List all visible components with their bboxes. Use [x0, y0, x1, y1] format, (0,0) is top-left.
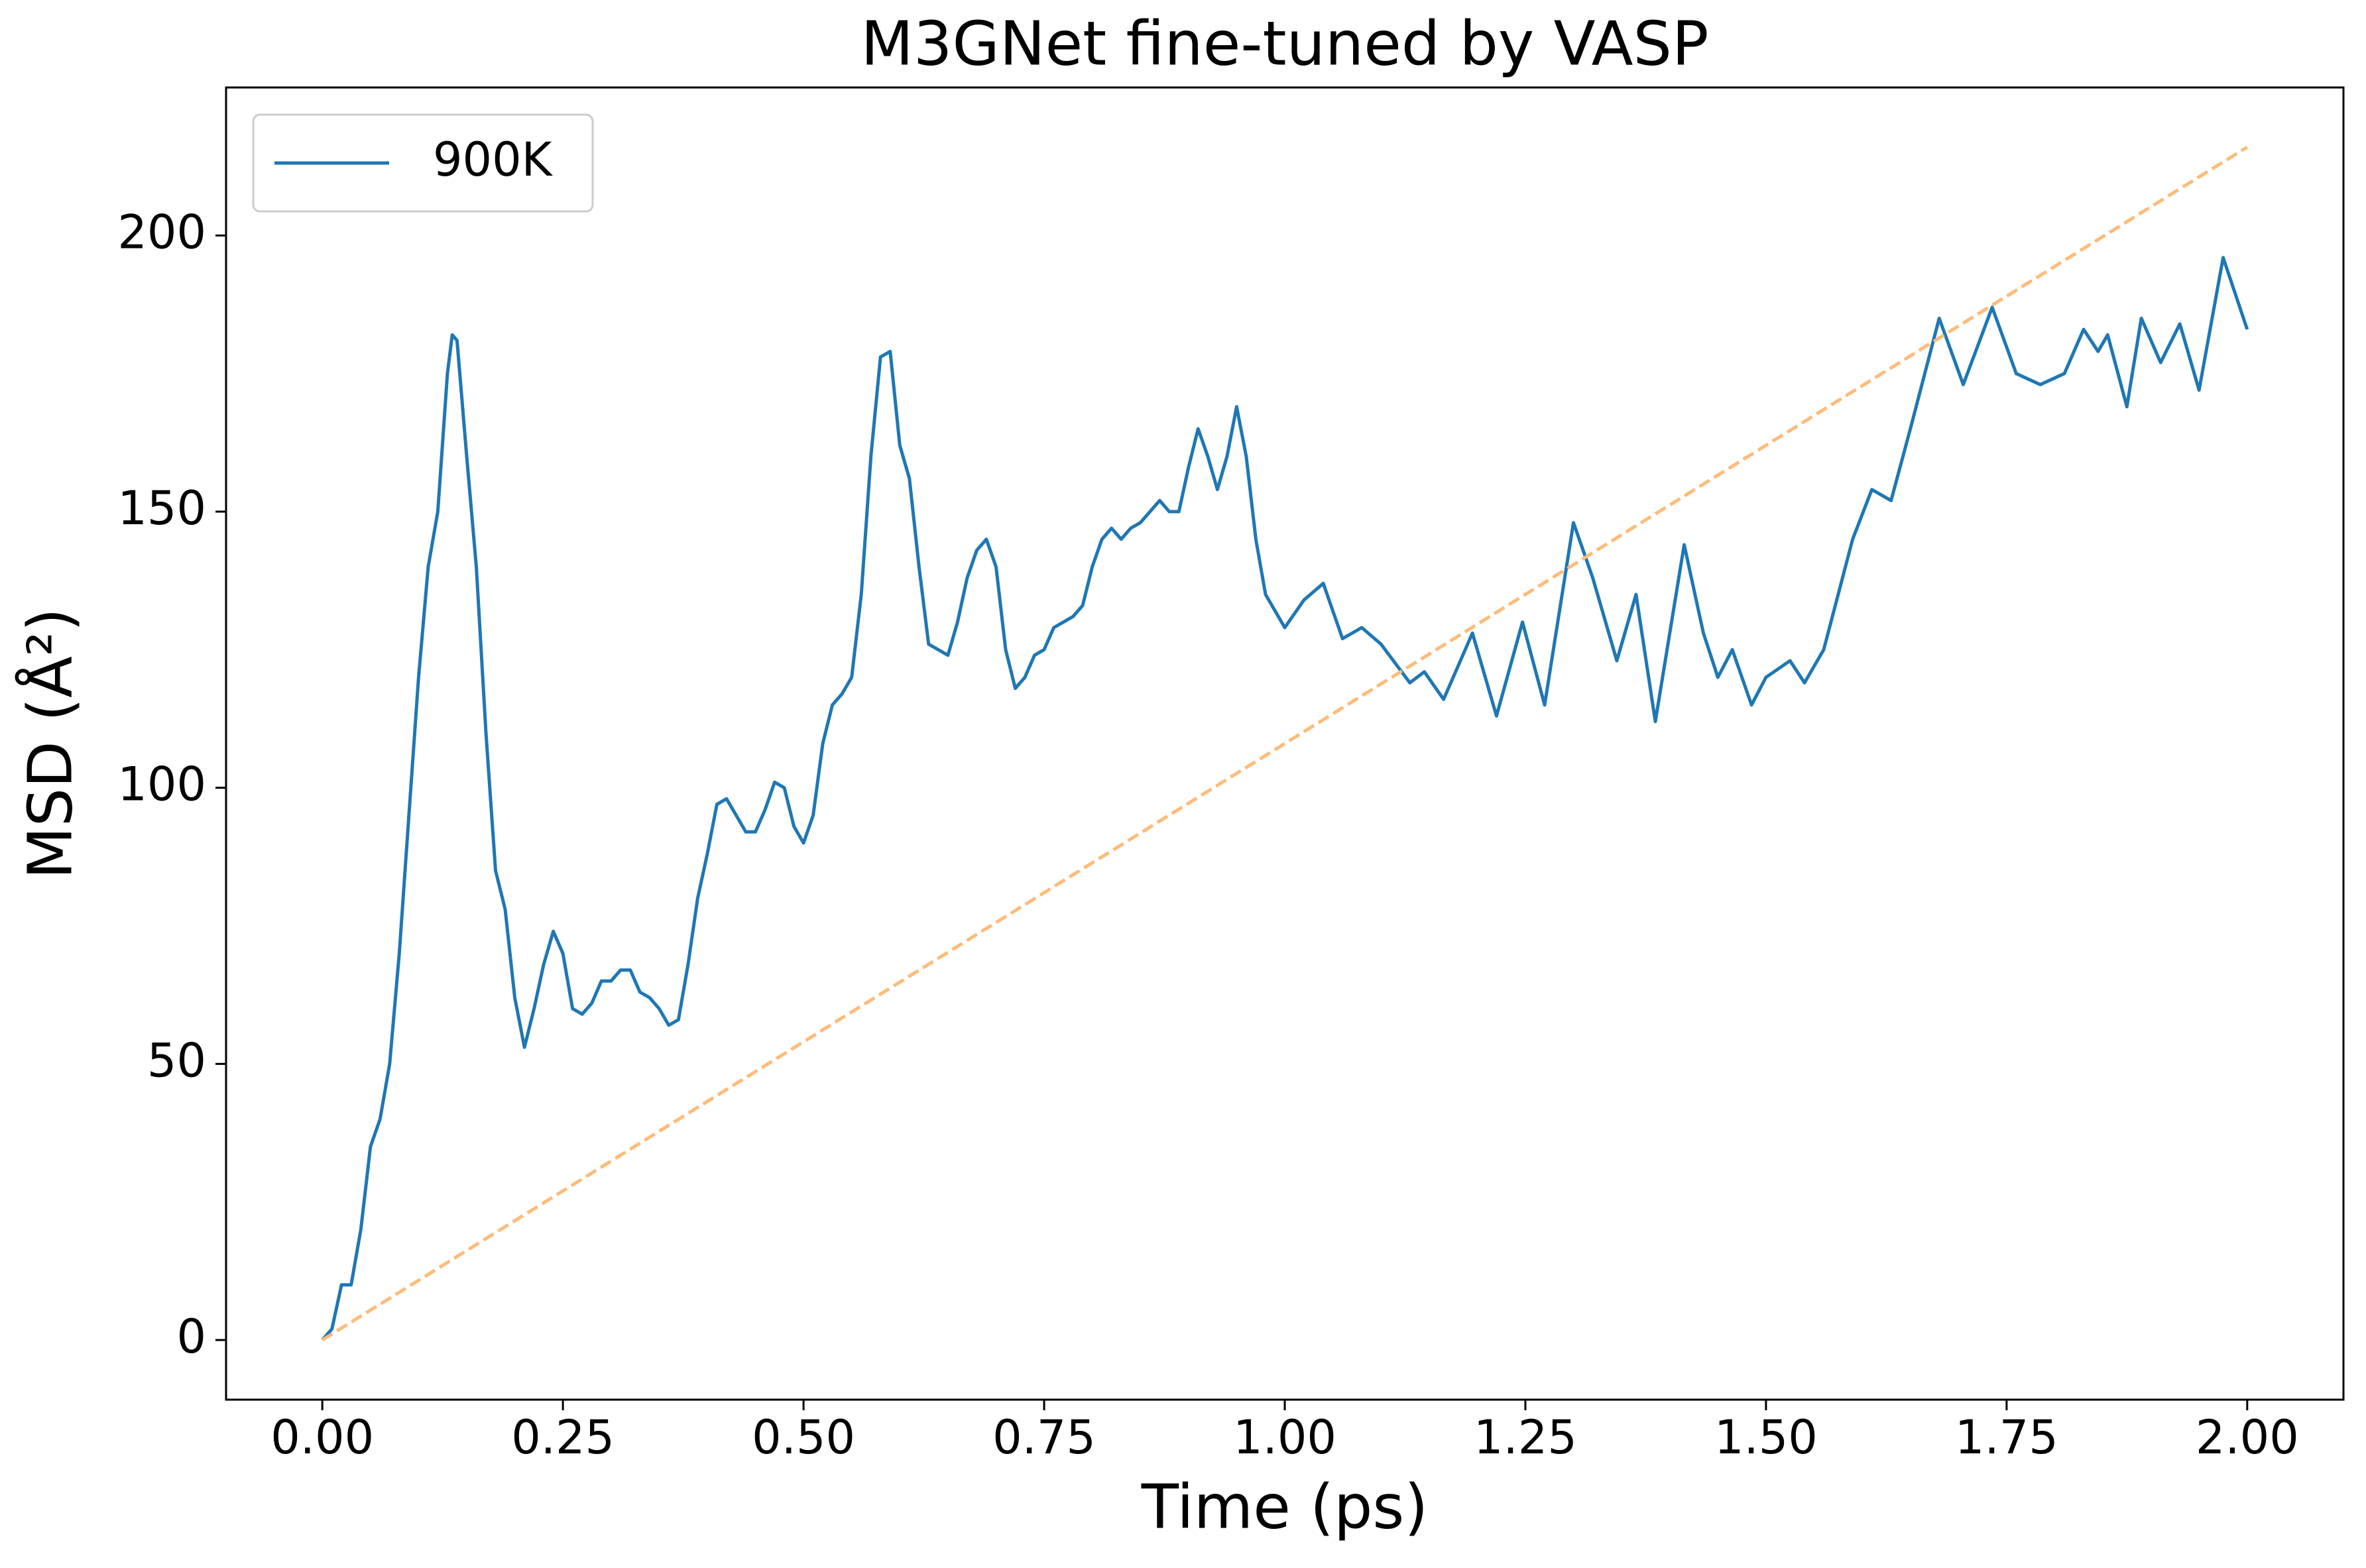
- x-tick-label: 2.00: [2196, 1410, 2299, 1465]
- x-tick-label: 1.25: [1474, 1410, 1577, 1465]
- x-tick-label: 0.25: [511, 1410, 615, 1465]
- y-tick-label: 0: [176, 1310, 206, 1364]
- x-tick-label: 0.50: [752, 1410, 855, 1465]
- y-tick-label: 100: [117, 757, 206, 812]
- line: [321, 256, 2249, 1341]
- y-tick-label: 50: [147, 1033, 206, 1088]
- legend-box: [252, 113, 594, 213]
- y-tick-label: 150: [117, 481, 206, 535]
- y-tick-label: 200: [117, 205, 206, 259]
- line: [321, 145, 2249, 1342]
- x-tick-label: 1.00: [1233, 1410, 1336, 1465]
- x-tick-label: 1.75: [1955, 1410, 2058, 1465]
- plot-frame: [225, 86, 2345, 1401]
- x-tick-label: 0.00: [270, 1410, 374, 1465]
- x-axis-label: Time (ps): [1141, 1471, 1429, 1542]
- x-tick-label: 0.75: [992, 1410, 1096, 1465]
- legend-label: 900K: [433, 133, 554, 187]
- x-tick-label: 1.50: [1714, 1410, 1818, 1465]
- y-axis-label: MSD (Å²): [14, 608, 86, 879]
- chart-title: M3GNet fine-tuned by VASP: [861, 8, 1709, 79]
